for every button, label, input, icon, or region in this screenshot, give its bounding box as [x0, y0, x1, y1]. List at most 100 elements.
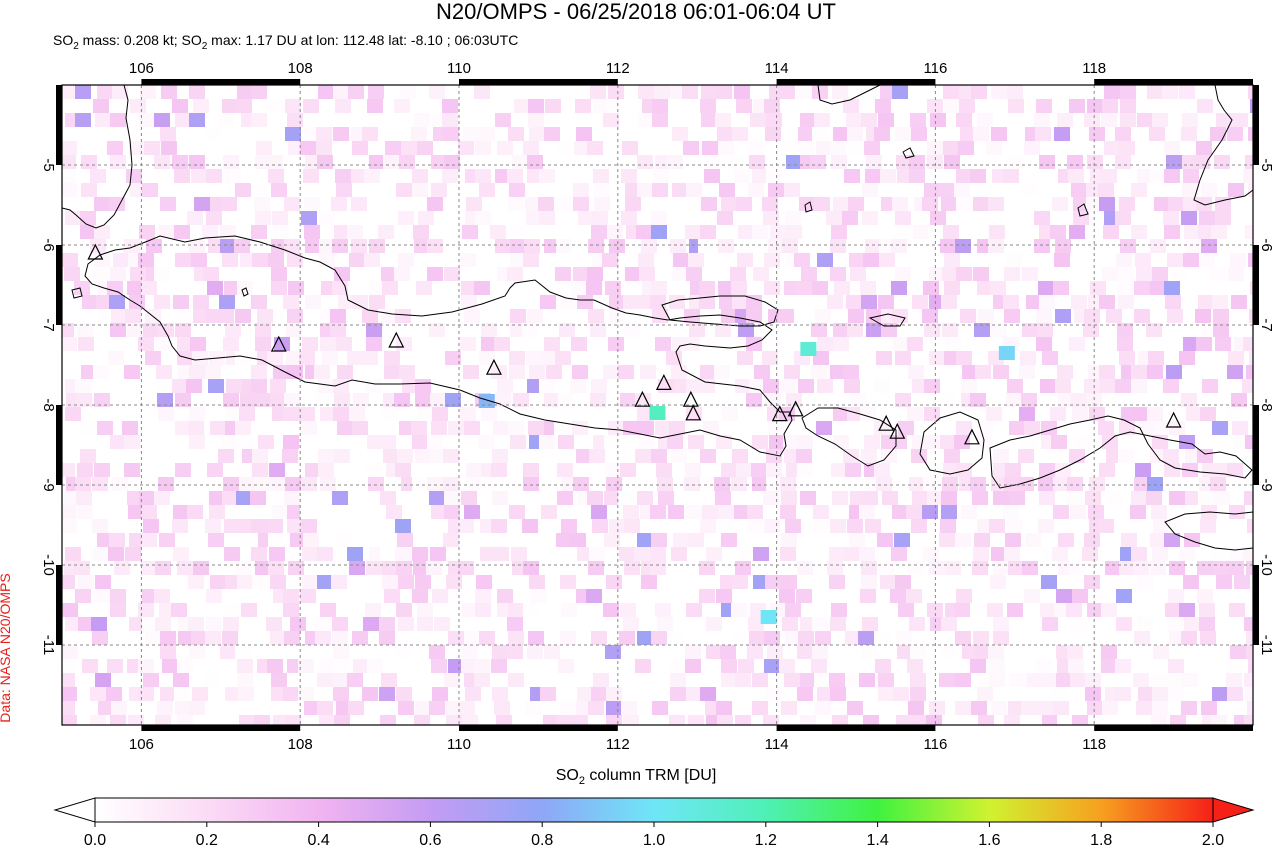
- volcano-triangle-icon: [771, 405, 788, 422]
- so2-pixel: [1082, 547, 1098, 561]
- so2-pixel: [800, 673, 816, 687]
- so2-pixel: [735, 673, 751, 687]
- java-coastline: [84, 235, 793, 457]
- so2-pixel: [911, 519, 927, 533]
- so2-pixel: [362, 687, 378, 701]
- so2-pixel: [1232, 421, 1248, 435]
- so2-pixel: [1050, 407, 1066, 421]
- lat-tick-label-right: -7: [1258, 318, 1272, 331]
- so2-pixel: [1168, 659, 1184, 673]
- so2-pixel: [429, 491, 445, 505]
- so2-pixel: [651, 281, 667, 295]
- so2-pixel: [1146, 491, 1162, 505]
- so2-pixel: [394, 267, 410, 281]
- so2-pixel: [524, 85, 540, 99]
- so2-pixel: [223, 337, 239, 351]
- so2-pixel: [1133, 561, 1149, 575]
- so2-pixel: [829, 575, 845, 589]
- so2-pixel: [394, 393, 410, 407]
- so2-pixel: [268, 253, 284, 267]
- so2-pixel: [395, 645, 411, 659]
- so2-pixel: [718, 281, 734, 295]
- so2-pixel: [780, 379, 796, 393]
- so2-pixel: [79, 421, 95, 435]
- so2-pixel: [1117, 281, 1133, 295]
- so2-pixel: [191, 631, 207, 645]
- so2-pixel: [128, 715, 144, 725]
- so2-pixel: [781, 141, 797, 155]
- so2-pixel: [507, 617, 523, 631]
- so2-pixel: [1197, 561, 1213, 575]
- so2-pixel: [1184, 617, 1200, 631]
- so2-pixel: [315, 617, 331, 631]
- so2-pixel: [576, 127, 592, 141]
- so2-pixel: [252, 253, 268, 267]
- so2-pixel: [415, 575, 431, 589]
- so2-pixel: [529, 127, 545, 141]
- so2-pixel: [762, 197, 778, 211]
- so2-pixel: [175, 393, 191, 407]
- so2-pixel: [394, 99, 410, 113]
- so2-pixel: [219, 295, 235, 309]
- so2-pixel: [1247, 519, 1253, 533]
- so2-pixel: [830, 239, 846, 253]
- so2-pixel: [591, 687, 607, 701]
- so2-pixel: [124, 365, 140, 379]
- so2-pixel: [557, 463, 573, 477]
- so2-pixel: [606, 701, 622, 715]
- so2-pixel: [363, 617, 379, 631]
- so2-pixel: [76, 491, 92, 505]
- so2-pixel: [319, 211, 335, 225]
- so2-pixel: [1008, 701, 1024, 715]
- so2-pixel: [494, 337, 510, 351]
- so2-pixel: [786, 393, 802, 407]
- so2-pixel: [190, 337, 206, 351]
- so2-pixel: [221, 435, 237, 449]
- so2-pixel: [972, 561, 988, 575]
- so2-pixel: [1022, 561, 1038, 575]
- so2-pixel: [464, 631, 480, 645]
- so2-pixel: [651, 225, 667, 239]
- so2-pixel: [77, 505, 93, 519]
- so2-pixel: [1212, 687, 1228, 701]
- so2-pixel: [474, 673, 490, 687]
- so2-pixel: [977, 113, 993, 127]
- so2-pixel: [458, 519, 474, 533]
- so2-pixel: [508, 673, 524, 687]
- so2-pixel: [1034, 239, 1050, 253]
- so2-pixel: [1137, 617, 1153, 631]
- so2-pixel: [337, 365, 353, 379]
- so2-pixel: [80, 449, 96, 463]
- so2-pixel: [271, 267, 287, 281]
- so2-pixel: [609, 239, 625, 253]
- so2-pixel: [592, 211, 608, 225]
- so2-pixel: [208, 379, 224, 393]
- so2-pixel: [940, 239, 956, 253]
- so2-pixel: [202, 225, 218, 239]
- so2-pixel: [721, 463, 737, 477]
- so2-pixel: [251, 295, 267, 309]
- so2-pixel: [955, 239, 971, 253]
- so2-pixel: [671, 365, 687, 379]
- so2-pixel: [62, 687, 77, 701]
- so2-pixel: [1149, 127, 1165, 141]
- so2-pixel: [430, 547, 446, 561]
- so2-pixel: [989, 659, 1005, 673]
- so2-pixel: [255, 211, 271, 225]
- so2-pixel: [1036, 337, 1052, 351]
- so2-pixel: [555, 197, 571, 211]
- so2-pixel: [1115, 379, 1131, 393]
- so2-pixel: [109, 295, 125, 309]
- so2-pixel: [1018, 449, 1034, 463]
- so2-pixel: [928, 225, 944, 239]
- so2-pixel: [762, 351, 778, 365]
- so2-pixel: [237, 85, 253, 99]
- so2-pixel: [749, 155, 765, 169]
- so2-pixel: [623, 617, 639, 631]
- so2-pixel: [1040, 603, 1056, 617]
- so2-pixel: [831, 155, 847, 169]
- so2-pixel: [418, 211, 434, 225]
- volcano-triangle-icon: [87, 243, 104, 260]
- so2-pixel: [1182, 673, 1198, 687]
- so2-pixel: [621, 701, 637, 715]
